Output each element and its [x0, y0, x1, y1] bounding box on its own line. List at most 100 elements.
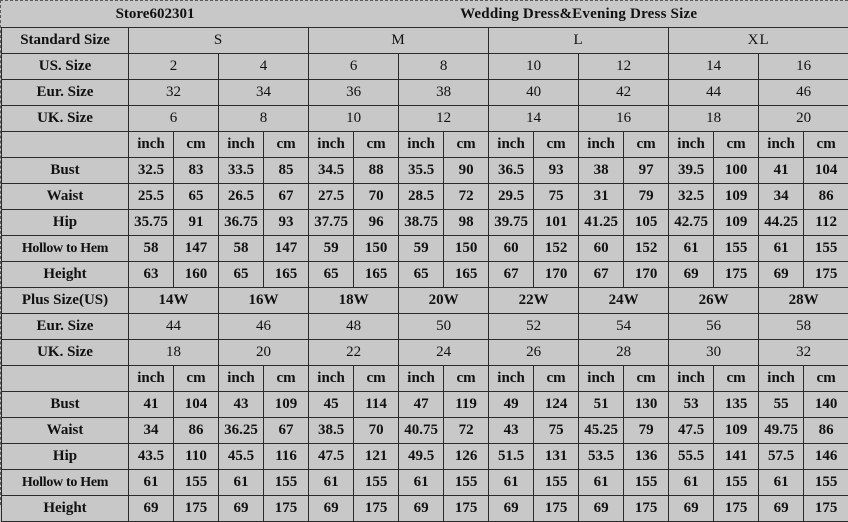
- measurement-value: 55.5: [669, 444, 714, 470]
- plus-size-cell: 24W: [579, 288, 669, 314]
- unit-cell-cm: cm: [264, 366, 309, 392]
- unit-cell-cm: cm: [714, 132, 759, 158]
- measurement-value: 160: [174, 262, 219, 288]
- measurement-value: 109: [714, 210, 759, 236]
- unit-cell-cm: cm: [534, 132, 579, 158]
- measurement-value: 110: [174, 444, 219, 470]
- plus-size-cell: 28W: [759, 288, 848, 314]
- row-label-hollow-to-hem: Hollow to Hem: [2, 470, 129, 496]
- measurement-value: 175: [444, 496, 489, 522]
- measurement-value: 165: [354, 262, 399, 288]
- measurement-value: 69: [309, 496, 354, 522]
- measurement-value: 155: [444, 470, 489, 496]
- uk-size-cell: 28: [579, 340, 669, 366]
- measurement-value: 26.5: [219, 184, 264, 210]
- eur-size-cell: 46: [759, 80, 848, 106]
- measurement-value: 175: [264, 496, 309, 522]
- measurement-value: 124: [534, 392, 579, 418]
- measurement-value: 146: [804, 444, 848, 470]
- measurement-value: 29.5: [489, 184, 534, 210]
- us-size-cell: 12: [579, 54, 669, 80]
- measurement-value: 35.75: [129, 210, 174, 236]
- measurement-value: 93: [264, 210, 309, 236]
- measurement-value: 72: [444, 418, 489, 444]
- measurement-value: 61: [759, 236, 804, 262]
- measurement-value: 126: [444, 444, 489, 470]
- measurement-value: 47.5: [309, 444, 354, 470]
- unit-cell-cm: cm: [534, 366, 579, 392]
- measurement-value: 47.5: [669, 418, 714, 444]
- measurement-value: 140: [804, 392, 848, 418]
- measurement-value: 69: [759, 496, 804, 522]
- row-label-standard-size: Standard Size: [2, 28, 129, 54]
- unit-cell-inch: inch: [579, 132, 624, 158]
- measurement-value: 135: [714, 392, 759, 418]
- unit-cell-inch: inch: [129, 366, 174, 392]
- measurement-value: 61: [129, 470, 174, 496]
- us-size-cell: 4: [219, 54, 309, 80]
- unit-cell-cm: cm: [444, 132, 489, 158]
- measurement-value: 86: [804, 184, 848, 210]
- measurement-value: 59: [399, 236, 444, 262]
- measurement-value: 175: [354, 496, 399, 522]
- measurement-value: 175: [534, 496, 579, 522]
- measurement-value: 170: [534, 262, 579, 288]
- measurement-value: 45.5: [219, 444, 264, 470]
- eur-size-cell: 50: [399, 314, 489, 340]
- measurement-value: 61: [219, 470, 264, 496]
- measurement-value: 49.75: [759, 418, 804, 444]
- unit-cell-inch: inch: [579, 366, 624, 392]
- measurement-value: 141: [714, 444, 759, 470]
- measurement-value: 37.75: [309, 210, 354, 236]
- row-label-hollow-to-hem: Hollow to Hem: [2, 236, 129, 262]
- row-label-hip: Hip: [2, 444, 129, 470]
- measurement-value: 114: [354, 392, 399, 418]
- measurement-value: 69: [489, 496, 534, 522]
- measurement-value: 75: [534, 184, 579, 210]
- measurement-value: 67: [489, 262, 534, 288]
- uk-size-cell: 20: [219, 340, 309, 366]
- measurement-value: 65: [309, 262, 354, 288]
- measurement-value: 83: [174, 158, 219, 184]
- measurement-value: 42.75: [669, 210, 714, 236]
- size-group-xl: XL: [669, 28, 848, 54]
- measurement-value: 130: [624, 392, 669, 418]
- us-size-cell: 10: [489, 54, 579, 80]
- measurement-value: 109: [264, 392, 309, 418]
- measurement-value: 41: [129, 392, 174, 418]
- unit-cell-inch: inch: [309, 132, 354, 158]
- row-label-uk-size: UK. Size: [2, 340, 129, 366]
- size-group-s: S: [129, 28, 309, 54]
- measurement-value: 175: [174, 496, 219, 522]
- uk-size-cell: 8: [219, 106, 309, 132]
- row-label-bust: Bust: [2, 392, 129, 418]
- measurement-value: 98: [444, 210, 489, 236]
- eur-size-cell: 38: [399, 80, 489, 106]
- measurement-value: 43: [489, 418, 534, 444]
- measurement-value: 36.25: [219, 418, 264, 444]
- measurement-value: 51: [579, 392, 624, 418]
- unit-cell-inch: inch: [489, 132, 534, 158]
- uk-size-cell: 22: [309, 340, 399, 366]
- measurement-value: 150: [444, 236, 489, 262]
- uk-size-cell: 30: [669, 340, 759, 366]
- unit-cell-inch: inch: [129, 132, 174, 158]
- measurement-value: 36.5: [489, 158, 534, 184]
- row-label-plus-size-us: Plus Size(US): [2, 288, 129, 314]
- uk-size-cell: 12: [399, 106, 489, 132]
- eur-size-cell: 54: [579, 314, 669, 340]
- measurement-value: 101: [534, 210, 579, 236]
- measurement-value: 165: [264, 262, 309, 288]
- eur-size-cell: 48: [309, 314, 399, 340]
